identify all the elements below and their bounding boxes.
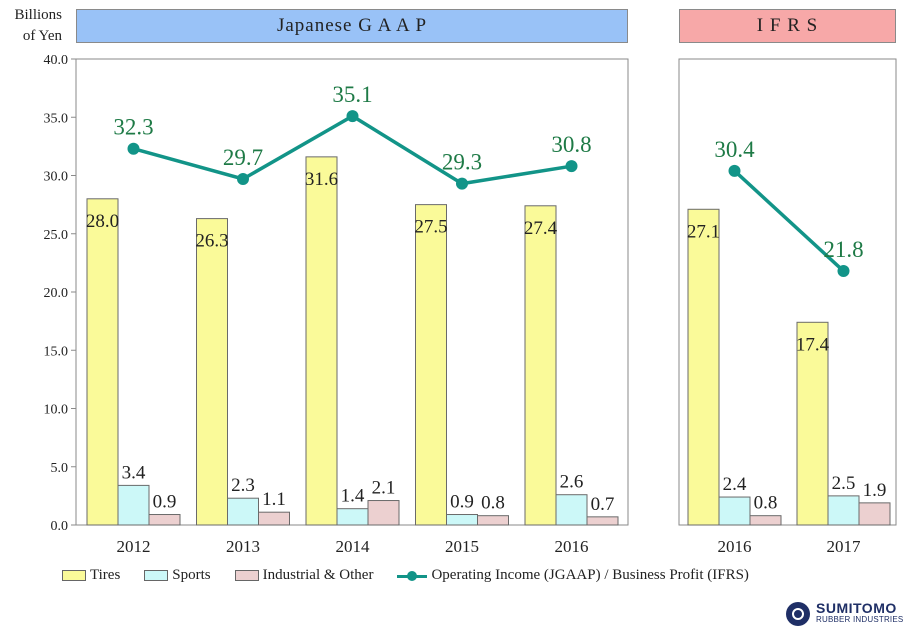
point-operating-income-2012-0 [127,142,140,155]
x-tick-label-0-2012: 2012 [117,537,151,556]
legend-swatch-tires [62,570,86,581]
label-industrial-other-2014: 2.1 [372,478,396,499]
x-tick-label-0-2014: 2014 [336,537,371,556]
y-tick-label-0-0: 0.0 [51,519,69,534]
jgaap-banner: Japanese G A A P [76,9,628,43]
label-sports-2012: 3.4 [122,462,146,483]
x-tick-label-0-2013: 2013 [226,537,260,556]
bar-industrial-other-2017 [858,502,891,526]
bar-industrial-other-2016 [749,515,782,526]
x-tick-label-0-2016: 2016 [555,537,589,556]
label-sports-2014: 1.4 [341,486,365,507]
bar-industrial-other-2015 [477,515,509,526]
label-tires-2015: 27.5 [414,217,447,238]
y-tick-label-25-0: 25.0 [44,228,69,243]
chart-canvas: 0.0 5.0 10.0 15.0 20.0 25.0 30.0 35.0 40.0 28.0 3.… [44,53,897,556]
point-operating-income-2016-1 [728,164,741,177]
bar-tires-2016 [524,205,557,526]
label-operating-income-2013-0: 29.7 [223,145,263,170]
label-sports-2016: 2.6 [560,472,584,493]
unit-label-line-2: of Yen [22,28,62,44]
legend-item-industrial-other: Industrial & Other [234,567,374,584]
logo-mark-icon [786,602,810,626]
label-operating-income-2016-0: 30.8 [551,132,591,157]
y-tick-label-15-0: 15.0 [44,344,69,359]
bar-industrial-other-2014 [367,500,400,526]
legend-item-operating-income-jgaap-business-profit-ifrs: Operating Income (JGAAP) / Business Prof… [397,567,749,584]
point-operating-income-2015-0 [456,177,468,190]
label-tires-2013: 26.3 [195,231,228,252]
bar-sports-2015 [446,514,478,526]
label-industrial-other-2012: 0.9 [153,492,177,513]
y-tick-label-20-0: 20.0 [44,286,69,301]
y-tick-label-30-0: 30.0 [44,170,69,185]
label-operating-income-2014-0: 35.1 [332,82,372,107]
label-operating-income-2015-0: 29.3 [442,150,482,175]
label-industrial-other-2016: 0.8 [754,493,778,514]
legend-swatch-industrial-other [234,570,259,581]
label-tires-2016: 27.4 [524,218,558,239]
label-operating-income-2017-1: 21.8 [823,237,863,262]
label-sports-2016: 2.4 [723,474,747,495]
bar-sports-2014 [336,508,369,526]
point-operating-income-2017-1 [837,265,850,278]
legend-swatch-sports [144,570,169,581]
bar-tires-2017 [796,321,829,526]
y-tick-label-35-0: 35.0 [44,111,69,126]
label-operating-income-2016-1: 30.4 [714,137,755,162]
legend-label-operating-income-jgaap-business-profit-ifrs: Operating Income (JGAAP) / Business Prof… [431,567,749,583]
bar-tires-2014 [305,156,338,526]
x-tick-label-1-2017: 2017 [827,537,862,556]
point-operating-income-2013-0 [237,172,249,185]
legend-label-sports: Sports [172,567,211,583]
label-industrial-other-2017: 1.9 [863,480,887,501]
legend-label-industrial-other: Industrial & Other [262,567,374,583]
operating-income-line-1 [733,169,845,273]
logo-line-1: SUMITOMO [816,600,897,616]
point-operating-income-2016-0 [565,160,578,173]
bar-tires-2016 [687,208,720,526]
label-industrial-other-2013: 1.1 [262,489,286,510]
legend-item-sports: Sports [144,567,211,584]
label-tires-2016: 27.1 [687,221,720,242]
bar-tires-2015 [415,204,447,526]
bar-industrial-other-2013 [258,511,290,526]
jgaap-banner-title: Japanese G A A P [276,15,428,36]
legend-item-tires: Tires [62,567,120,584]
point-operating-income-2014-0 [346,110,359,123]
label-industrial-other-2015: 0.8 [481,493,505,514]
label-operating-income-2012-0: 32.3 [113,115,153,140]
unit-label-line-1: Billions [14,7,62,23]
bar-sports-2017 [827,495,860,526]
bar-tires-2012 [86,198,119,526]
company-logo: SUMITOMO RUBBER INDUSTRIES [786,600,904,626]
y-tick-label-5-0: 5.0 [51,461,69,476]
label-tires-2012: 28.0 [86,211,119,232]
bar-industrial-other-2016 [586,516,619,526]
x-tick-label-0-2015: 2015 [445,537,479,556]
y-axis-unit-label: Billions of Yen [0,5,62,47]
chart-legend: Tires Sports Industrial & Other Operating I… [62,567,773,584]
ifrs-banner: I F R S [679,9,896,43]
bar-sports-2016 [555,494,588,526]
bar-sports-2013 [227,497,259,526]
legend-label-tires: Tires [90,567,121,583]
label-sports-2017: 2.5 [832,473,856,494]
y-tick-label-10-0: 10.0 [44,403,69,418]
bar-sports-2016 [718,496,751,526]
logo-line-2: RUBBER INDUSTRIES [816,615,904,624]
label-sports-2015: 0.9 [450,492,474,513]
bar-sports-2012 [117,484,150,526]
x-tick-label-1-2016: 2016 [718,537,752,556]
legend-swatch-operating-income-jgaap-business-profit-ifrs [397,570,428,582]
label-tires-2017: 17.4 [796,334,830,355]
label-tires-2014: 31.6 [305,169,338,190]
y-tick-label-40-0: 40.0 [44,53,69,68]
bar-industrial-other-2012 [148,514,181,526]
bar-tires-2013 [196,218,228,526]
label-sports-2013: 2.3 [231,475,255,496]
label-industrial-other-2016: 0.7 [591,494,615,515]
ifrs-banner-title: I F R S [756,15,819,36]
